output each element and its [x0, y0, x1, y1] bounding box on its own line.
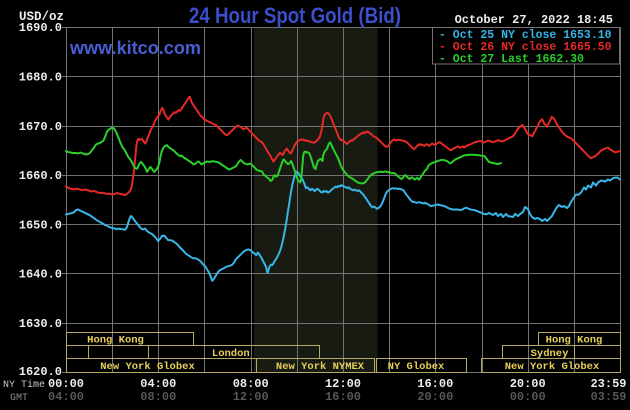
svg-text:16:00: 16:00: [325, 390, 361, 404]
svg-text:NY Globex: NY Globex: [388, 361, 445, 373]
svg-text:1620.0: 1620.0: [19, 365, 62, 379]
svg-text:1640.0: 1640.0: [19, 268, 62, 282]
svg-text:12:00: 12:00: [233, 390, 269, 404]
svg-text:16:00: 16:00: [417, 377, 453, 391]
svg-text:24 Hour Spot Gold (Bid): 24 Hour Spot Gold (Bid): [189, 3, 401, 28]
svg-text:New York NYMEX: New York NYMEX: [276, 361, 365, 373]
svg-text:- Oct 25 NY close 1653.10: - Oct 25 NY close 1653.10: [439, 29, 612, 42]
svg-text:23:59: 23:59: [590, 377, 626, 391]
svg-text:1630.0: 1630.0: [19, 317, 62, 331]
svg-text:1670.0: 1670.0: [19, 120, 62, 134]
svg-text:04:00: 04:00: [140, 377, 176, 391]
svg-text:08:00: 08:00: [140, 390, 176, 404]
svg-text:Hong Kong: Hong Kong: [546, 334, 603, 346]
svg-text:Hong Kong: Hong Kong: [87, 334, 144, 346]
svg-text:1690.0: 1690.0: [19, 21, 62, 35]
svg-text:20:00: 20:00: [510, 377, 546, 391]
svg-text:20:00: 20:00: [417, 390, 453, 404]
svg-text:GMT: GMT: [10, 393, 28, 404]
svg-text:New York Globex: New York Globex: [100, 361, 195, 373]
svg-text:1660.0: 1660.0: [19, 169, 62, 183]
svg-text:12:00: 12:00: [325, 377, 361, 391]
svg-text:00:00: 00:00: [48, 377, 84, 391]
svg-text:03:59: 03:59: [590, 390, 626, 404]
svg-text:- Oct 27 Last 1662.30: - Oct 27 Last 1662.30: [439, 53, 584, 66]
svg-text:www.kitco.com: www.kitco.com: [69, 38, 201, 58]
svg-text:1680.0: 1680.0: [19, 71, 62, 85]
svg-text:00:00: 00:00: [510, 390, 546, 404]
svg-text:Sydney: Sydney: [531, 348, 570, 360]
svg-text:New York Globex: New York Globex: [505, 361, 600, 373]
svg-text:NY Time: NY Time: [3, 379, 45, 391]
svg-text:04:00: 04:00: [48, 390, 84, 404]
svg-text:1650.0: 1650.0: [19, 218, 62, 232]
svg-text:08:00: 08:00: [233, 377, 269, 391]
svg-text:London: London: [212, 348, 250, 360]
svg-text:USD/oz: USD/oz: [19, 10, 64, 24]
svg-text:- Oct 26 NY close 1665.50: - Oct 26 NY close 1665.50: [439, 41, 612, 54]
svg-text:October 27, 2022 18:45: October 27, 2022 18:45: [455, 13, 613, 27]
